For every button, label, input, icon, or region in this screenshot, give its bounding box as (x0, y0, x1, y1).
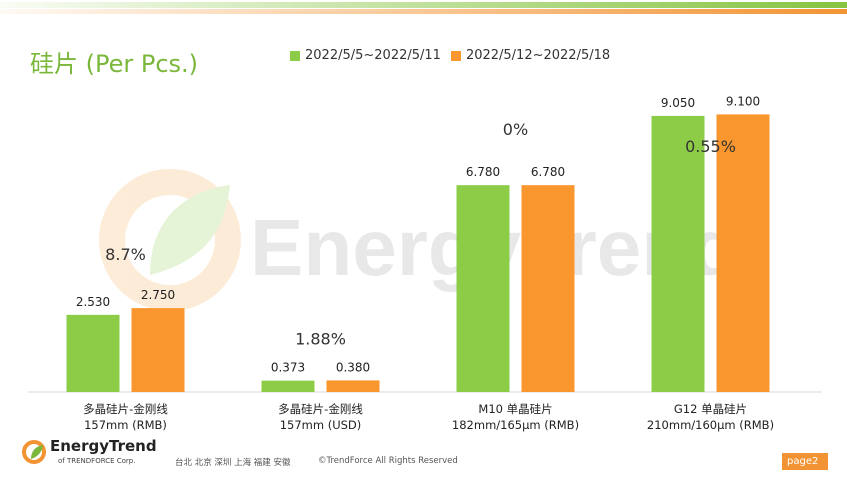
footer-cities: 台北 北京 深圳 上海 福建 安徽 (175, 458, 291, 468)
bar-week1-cat4 (651, 115, 705, 392)
bar-week2-cat2 (326, 380, 380, 392)
data-label-week1-cat3: 6.780 (466, 165, 500, 179)
category-label-cat4-line2: 210mm/160μm (RMB) (647, 418, 774, 432)
change-label-cat2: 1.88% (295, 329, 346, 348)
legend-label-week2: 2022/5/12~2022/5/18 (465, 48, 611, 63)
footer-logo: EnergyTrend of TRENDFORCE Corp. (22, 437, 157, 475)
data-label-week2-cat2: 0.380 (336, 360, 370, 374)
data-label-week1-cat1: 2.530 (76, 295, 110, 309)
watermark-leaf-icon (150, 185, 230, 275)
bar-week2-cat4 (716, 114, 770, 392)
chart-legend: 2022/5/5~2022/5/11 2022/5/12~2022/5/18 (290, 48, 620, 63)
legend-item-week2: 2022/5/12~2022/5/18 (450, 48, 611, 63)
green-stripe (0, 2, 847, 8)
data-label-week1-cat2: 0.373 (271, 361, 305, 375)
data-label-week2-cat3: 6.780 (531, 165, 565, 179)
category-label-cat3-line1: M10 单晶硅片 (478, 402, 552, 416)
legend-swatch-orange (450, 50, 461, 61)
bar-week1-cat3 (456, 185, 510, 392)
footer-copyright: ©TrendForce All Rights Reserved (318, 456, 458, 466)
category-label-cat1-line1: 多晶硅片-金刚线 (83, 402, 168, 416)
change-label-cat4: 0.55% (685, 137, 736, 156)
energytrend-logo-icon (22, 440, 46, 464)
data-label-week2-cat4: 9.100 (726, 94, 760, 108)
bars-layer: 2.530 2.750 8.7% 多晶硅片-金刚线 157mm (RMB) 0.373 0.… (66, 94, 774, 432)
page-title: 硅片 (Per Pcs.) (30, 50, 199, 78)
category-label-cat1-line2: 157mm (RMB) (84, 418, 167, 432)
logo-subtext: of TRENDFORCE Corp. (58, 457, 136, 465)
header-stripe (0, 0, 847, 16)
watermark-ring-icon (99, 169, 241, 311)
bar-week1-cat2 (261, 380, 315, 392)
legend-label-week1: 2022/5/5~2022/5/11 (305, 48, 441, 63)
bar-week2-cat3 (521, 185, 575, 392)
category-label-cat2-line1: 多晶硅片-金刚线 (278, 402, 363, 416)
category-label-cat3-line2: 182mm/165μm (RMB) (452, 418, 579, 432)
page-number-badge: page2 (782, 453, 828, 470)
watermark: EnergyTrend (99, 169, 739, 311)
change-label-cat1: 8.7% (105, 245, 146, 264)
change-label-cat3: 0% (503, 120, 528, 139)
data-label-week1-cat4: 9.050 (661, 96, 695, 110)
logo-text: EnergyTrend (50, 437, 157, 455)
data-label-week2-cat1: 2.750 (141, 288, 175, 302)
bar-week2-cat1 (131, 308, 185, 392)
bar-week1-cat1 (66, 314, 120, 392)
orange-stripe (0, 9, 847, 14)
legend-item-week1: 2022/5/5~2022/5/11 (290, 48, 441, 63)
legend-swatch-green (290, 50, 300, 61)
category-label-cat4-line1: G12 单晶硅片 (674, 402, 747, 416)
category-label-cat2-line2: 157mm (USD) (280, 418, 362, 432)
